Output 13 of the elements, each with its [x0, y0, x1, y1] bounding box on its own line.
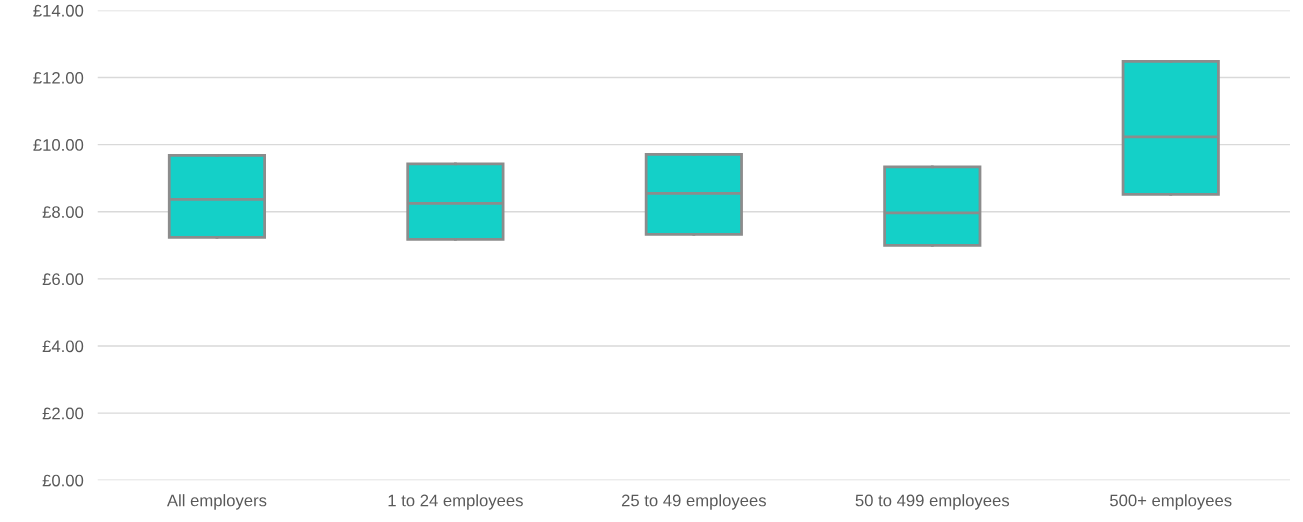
x-tick-label: 25 to 49 employees	[621, 494, 766, 510]
y-tick-label: £2.00	[42, 407, 84, 420]
x-tick-label: 1 to 24 employees	[388, 494, 523, 510]
y-tick-label: £4.00	[42, 340, 84, 353]
y-tick-label: £6.00	[42, 273, 84, 286]
x-tick-label: 500+ employees	[1110, 494, 1232, 510]
x-tick-label: All employers	[166, 494, 267, 510]
y-tick-label: £8.00	[42, 206, 84, 218]
y-tick-label: £12.00	[33, 71, 84, 84]
y-tick-label: £0.00	[42, 474, 84, 487]
y-tick-label: £14.00	[33, 4, 84, 17]
x-tick-label: 50 to 499 employees	[855, 494, 1010, 510]
y-tick-label: £10.00	[33, 139, 84, 151]
